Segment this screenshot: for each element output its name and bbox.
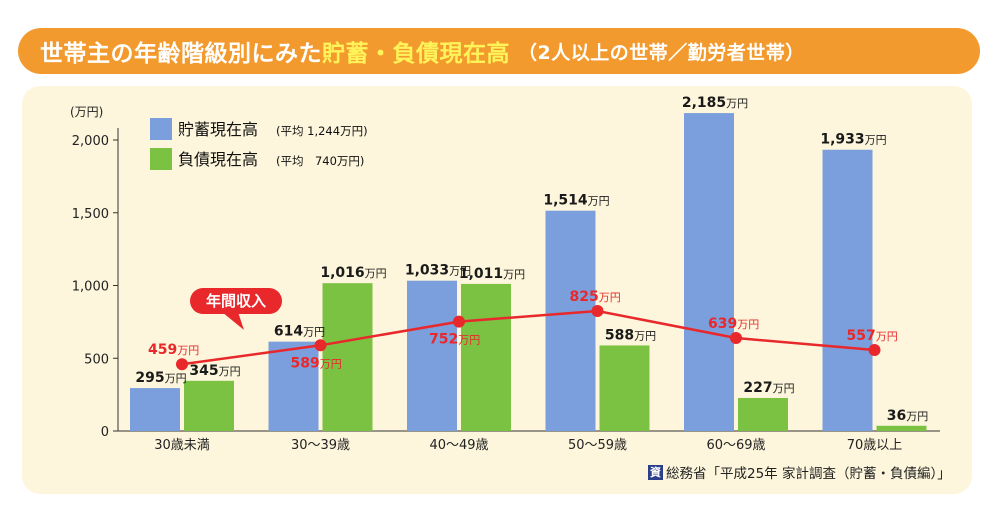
x-tick-label: 40～49歳: [429, 438, 488, 453]
debt-value-label: 588万円: [605, 327, 656, 343]
savings-value-label: 1,933万円: [820, 132, 886, 148]
y-tick-label: 1,500: [72, 207, 109, 222]
income-point: [868, 343, 881, 356]
income-callout-bubble: [190, 288, 282, 314]
income-callout-pointer: [222, 312, 244, 330]
debt-value-label: 36万円: [887, 408, 928, 424]
bar-savings: [407, 280, 457, 431]
bar-savings: [684, 113, 734, 432]
legend-swatch: [150, 118, 172, 140]
income-line: [181, 309, 875, 366]
savings-value-label: 295万円: [135, 370, 186, 386]
bar-savings: [822, 149, 873, 431]
income-value-label: 752万円: [429, 332, 480, 348]
legend-swatch: [150, 148, 172, 170]
y-tick-label: 500: [84, 352, 109, 367]
bar-debt: [876, 425, 927, 431]
income-value-label: 639万円: [708, 316, 759, 332]
x-tick-label: 60～69歳: [706, 438, 765, 453]
income-value-label: 459万円: [148, 342, 199, 358]
bar-savings: [268, 341, 319, 431]
income-point: [314, 339, 327, 352]
savings-value-label: 2,185万円: [682, 95, 748, 111]
x-tick-label: 50～59歳: [568, 438, 627, 453]
savings-value-label: 1,033万円: [405, 263, 471, 279]
income-point: [176, 358, 188, 371]
source-mark-icon: 資: [648, 464, 663, 480]
source-text: 総務省「平成25年 家計調査（貯蓄・負債編）」: [666, 466, 951, 482]
legend-series-name: 貯蓄現在高: [178, 120, 258, 139]
debt-value-label: 227万円: [743, 380, 794, 396]
y-tick-label: 1,000: [72, 280, 109, 295]
bar-debt: [461, 283, 511, 431]
legend-average: (平均 740万円): [276, 154, 364, 168]
x-tick-label: 30～39歳: [291, 438, 350, 453]
debt-value-label: 345万円: [189, 363, 240, 379]
bar-debt: [184, 380, 234, 431]
bar-debt: [738, 397, 788, 431]
bar-debt: [599, 345, 650, 431]
y-tick-label: 0: [101, 425, 109, 440]
y-unit-label: (万円): [70, 105, 103, 119]
bar-savings: [130, 388, 180, 431]
title-bar: 世帯主の年齢階級別にみた 貯蓄・負債現在高 （2人以上の世帯／勤労者世帯）: [18, 28, 980, 74]
x-tick-label: 70歳以上: [847, 438, 903, 453]
income-value-label: 589万円: [291, 355, 342, 371]
bar-savings: [545, 210, 596, 431]
source-note: 資 総務省「平成25年 家計調査（貯蓄・負債編）」: [648, 462, 951, 482]
debt-value-label: 1,016万円: [320, 265, 386, 281]
debt-value-label: 1,011万円: [459, 266, 525, 282]
income-callout-label: 年間収入: [206, 292, 266, 310]
bar-debt: [322, 283, 373, 431]
income-point: [591, 304, 604, 317]
income-point: [453, 315, 465, 328]
savings-value-label: 614万円: [274, 324, 325, 340]
x-tick-label: 30歳未満: [154, 438, 210, 453]
income-point: [730, 332, 742, 345]
savings-value-label: 1,514万円: [543, 193, 609, 209]
title-subtitle: （2人以上の世帯／勤労者世帯）: [518, 41, 805, 64]
income-value-label: 825万円: [570, 289, 621, 305]
income-value-label: 557万円: [847, 328, 898, 344]
title-highlight: 貯蓄・負債現在高: [322, 41, 510, 67]
legend-series-name: 負債現在高: [178, 150, 258, 169]
y-tick-label: 2,000: [72, 134, 109, 149]
title-main: 世帯主の年齢階級別にみた: [40, 41, 322, 67]
legend-average: (平均 1,244万円): [276, 124, 368, 138]
